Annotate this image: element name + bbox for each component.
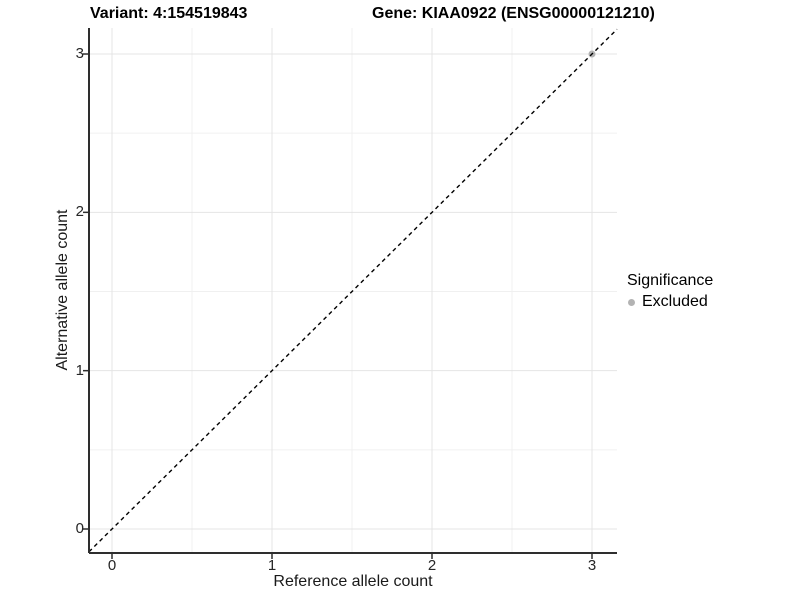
identity-line (88, 28, 618, 553)
x-tick-label: 3 (587, 557, 597, 574)
excluded-point-icon (628, 298, 635, 306)
gene-title: Gene: KIAA0922 (ENSG00000121210) (372, 5, 655, 22)
legend-item-label: Excluded (642, 293, 708, 310)
y-tick-label: 3 (75, 45, 84, 62)
variant-title: Variant: 4:154519843 (90, 5, 248, 22)
legend-title: Significance (627, 272, 714, 289)
y-tick-label: 0 (75, 520, 84, 537)
x-tick-label: 0 (107, 557, 117, 574)
legend-item-excluded: Excluded (628, 293, 708, 311)
x-tick-label: 2 (427, 557, 437, 574)
x-tick-label: 1 (267, 557, 277, 574)
y-tick-label: 1 (75, 361, 84, 379)
y-tick-label: 2 (75, 203, 84, 221)
y-axis-title: Alternative allele count (54, 209, 71, 371)
x-axis-title: Reference allele count (273, 573, 433, 590)
